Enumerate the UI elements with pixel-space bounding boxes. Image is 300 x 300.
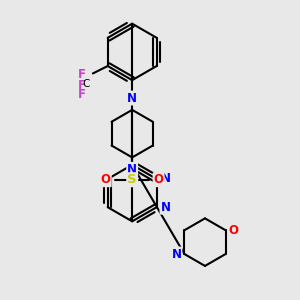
Text: O: O — [101, 173, 111, 186]
Text: S: S — [128, 173, 137, 186]
Text: N: N — [160, 201, 170, 214]
Text: C: C — [82, 79, 90, 89]
Text: N: N — [160, 172, 170, 185]
Text: N: N — [127, 92, 137, 104]
Text: N: N — [127, 163, 137, 176]
Text: F: F — [77, 79, 86, 92]
Text: O: O — [154, 173, 164, 186]
Text: N: N — [171, 248, 182, 260]
Text: F: F — [77, 88, 86, 101]
Text: O: O — [229, 224, 238, 237]
Text: F: F — [77, 68, 86, 82]
